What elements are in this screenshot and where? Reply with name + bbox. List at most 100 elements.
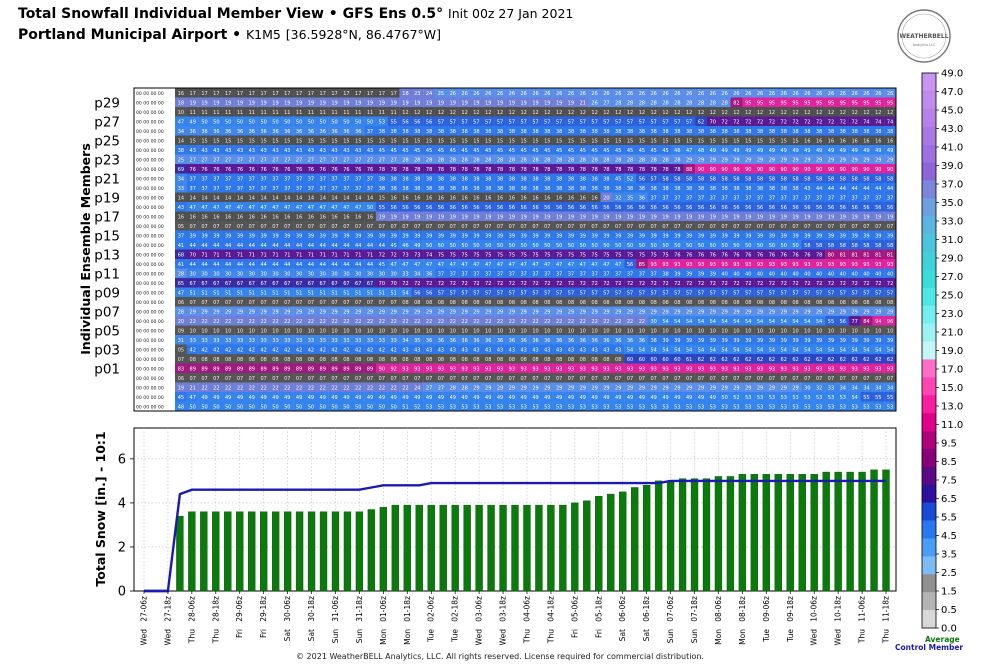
- heatmap-cell: [541, 240, 554, 250]
- colorbar-swatch: [922, 484, 936, 503]
- heatmap-cell-value: 57: [438, 120, 444, 126]
- heatmap-cell: [813, 183, 826, 193]
- heatmap-cell: [423, 164, 436, 174]
- heatmap-cell: [588, 145, 601, 155]
- heatmap-cell: [588, 164, 601, 174]
- heatmap-cell-value: 58: [887, 243, 893, 249]
- heatmap-cell-value: 44: [213, 243, 219, 249]
- heatmap-cell-value: 49: [343, 395, 349, 401]
- heatmap-cell: [884, 145, 897, 155]
- heatmap-cell: [482, 145, 495, 155]
- heatmap-cell-value: 47: [249, 205, 255, 211]
- heatmap-cell-value: 10: [461, 329, 467, 335]
- heatmap-cell-value: 16: [272, 215, 278, 221]
- heatmap-cell: [777, 173, 790, 184]
- heatmap-cell: [387, 221, 400, 231]
- heatmap-cell-value: 39: [556, 234, 562, 240]
- heatmap-cell: [435, 211, 448, 222]
- heatmap-cell-value: 19: [733, 215, 739, 221]
- heatmap-cell-value: 19: [461, 215, 467, 221]
- heatmap-cell-value: 19: [414, 101, 420, 107]
- heatmap-cell-value: 28: [461, 158, 467, 164]
- heatmap-cell: [186, 202, 199, 212]
- heatmap-cell-value: 39: [190, 234, 196, 240]
- heatmap-cell: [446, 126, 459, 136]
- heatmap-cell-value: 93: [532, 367, 538, 373]
- heatmap-cell: [730, 173, 743, 184]
- heatmap-cell: [635, 211, 648, 222]
- average-bar: [224, 511, 232, 592]
- heatmap-cell-value: 39: [260, 234, 266, 240]
- heatmap-cell-value: 08: [792, 300, 798, 306]
- heatmap-cell-value: 93: [698, 367, 704, 373]
- heatmap-cell-value: 54: [651, 348, 657, 354]
- xtick-label: 10-06z: [810, 596, 819, 622]
- heatmap-cell-value: 37: [769, 196, 775, 202]
- heatmap-cell-value: 57: [674, 291, 680, 297]
- heatmap-cell-value: 19: [532, 215, 538, 221]
- heatmap-zero-label: 00 00 00 00: [136, 196, 164, 202]
- heatmap-cell: [671, 116, 684, 127]
- heatmap-cell: [730, 221, 743, 231]
- heatmap-cell-value: 43: [249, 148, 255, 154]
- heatmap-cell-value: 12: [532, 110, 538, 116]
- heatmap-cell-value: 72: [745, 281, 751, 287]
- heatmap-cell-value: 54: [733, 348, 739, 354]
- heatmap-cell: [541, 145, 554, 155]
- heatmap-cell-value: 19: [710, 215, 716, 221]
- heatmap-cell-value: 47: [580, 262, 586, 268]
- heatmap-cell-value: 37: [260, 177, 266, 183]
- heatmap-cell: [364, 145, 377, 155]
- heatmap-cell-value: 28: [651, 158, 657, 164]
- heatmap-cell-value: 96: [887, 319, 893, 325]
- heatmap-cell-value: 93: [520, 367, 526, 373]
- xtick-label: 08-18z: [738, 596, 747, 622]
- heatmap-cell: [884, 135, 897, 146]
- average-bar: [188, 511, 196, 592]
- heatmap-cell: [257, 183, 270, 193]
- heatmap-cell-value: 29: [745, 310, 751, 316]
- heatmap-cell-value: 58: [757, 177, 763, 183]
- heatmap-cell-value: 56: [662, 205, 668, 211]
- heatmap-cell: [458, 126, 471, 136]
- heatmap-cell-value: 47: [544, 262, 550, 268]
- heatmap-cell: [411, 126, 424, 136]
- heatmap-cell-value: 76: [213, 167, 219, 173]
- heatmap-cell: [624, 173, 637, 184]
- average-bar: [846, 471, 854, 592]
- heatmap-cell: [848, 88, 861, 98]
- heatmap-cell-value: 15: [237, 139, 243, 145]
- heatmap-cell-value: 45: [580, 148, 586, 154]
- heatmap-cell-value: 55: [875, 395, 881, 401]
- heatmap-cell-value: 49: [698, 395, 704, 401]
- heatmap-cell-value: 19: [804, 215, 810, 221]
- heatmap-cell-value: 25: [438, 91, 444, 97]
- heatmap-cell-value: 71: [331, 253, 337, 259]
- heatmap-cell: [565, 192, 578, 203]
- heatmap-cell-value: 67: [320, 281, 326, 287]
- heatmap-cell-value: 33: [390, 338, 396, 344]
- heatmap-cell: [576, 240, 589, 250]
- heatmap-cell: [884, 202, 897, 212]
- heatmap-cell: [683, 97, 696, 108]
- heatmap-cell: [175, 202, 188, 212]
- heatmap-cell-value: 95: [875, 101, 881, 107]
- heatmap-cell: [718, 202, 731, 212]
- xtick-label: 28-18z: [211, 596, 220, 622]
- heatmap-cell: [399, 97, 412, 108]
- heatmap-cell-value: 22: [627, 319, 633, 325]
- colorbar-tick-label: 39.0: [941, 161, 963, 172]
- heatmap-cell-value: 22: [343, 386, 349, 392]
- heatmap-cell: [435, 126, 448, 136]
- heatmap-cell-value: 38: [178, 148, 184, 154]
- heatmap-cell-value: 49: [757, 148, 763, 154]
- heatmap-cell-value: 51: [402, 405, 408, 411]
- heatmap-cell: [706, 183, 719, 193]
- colorbar-tick-label: 13.0: [941, 402, 963, 413]
- heatmap-cell-value: 49: [485, 395, 491, 401]
- heatmap-cell: [671, 164, 684, 174]
- heatmap-cell-value: 17: [367, 91, 373, 97]
- heatmap-cell: [789, 173, 802, 184]
- heatmap-cell-value: 83: [178, 367, 184, 373]
- heatmap-cell: [482, 126, 495, 136]
